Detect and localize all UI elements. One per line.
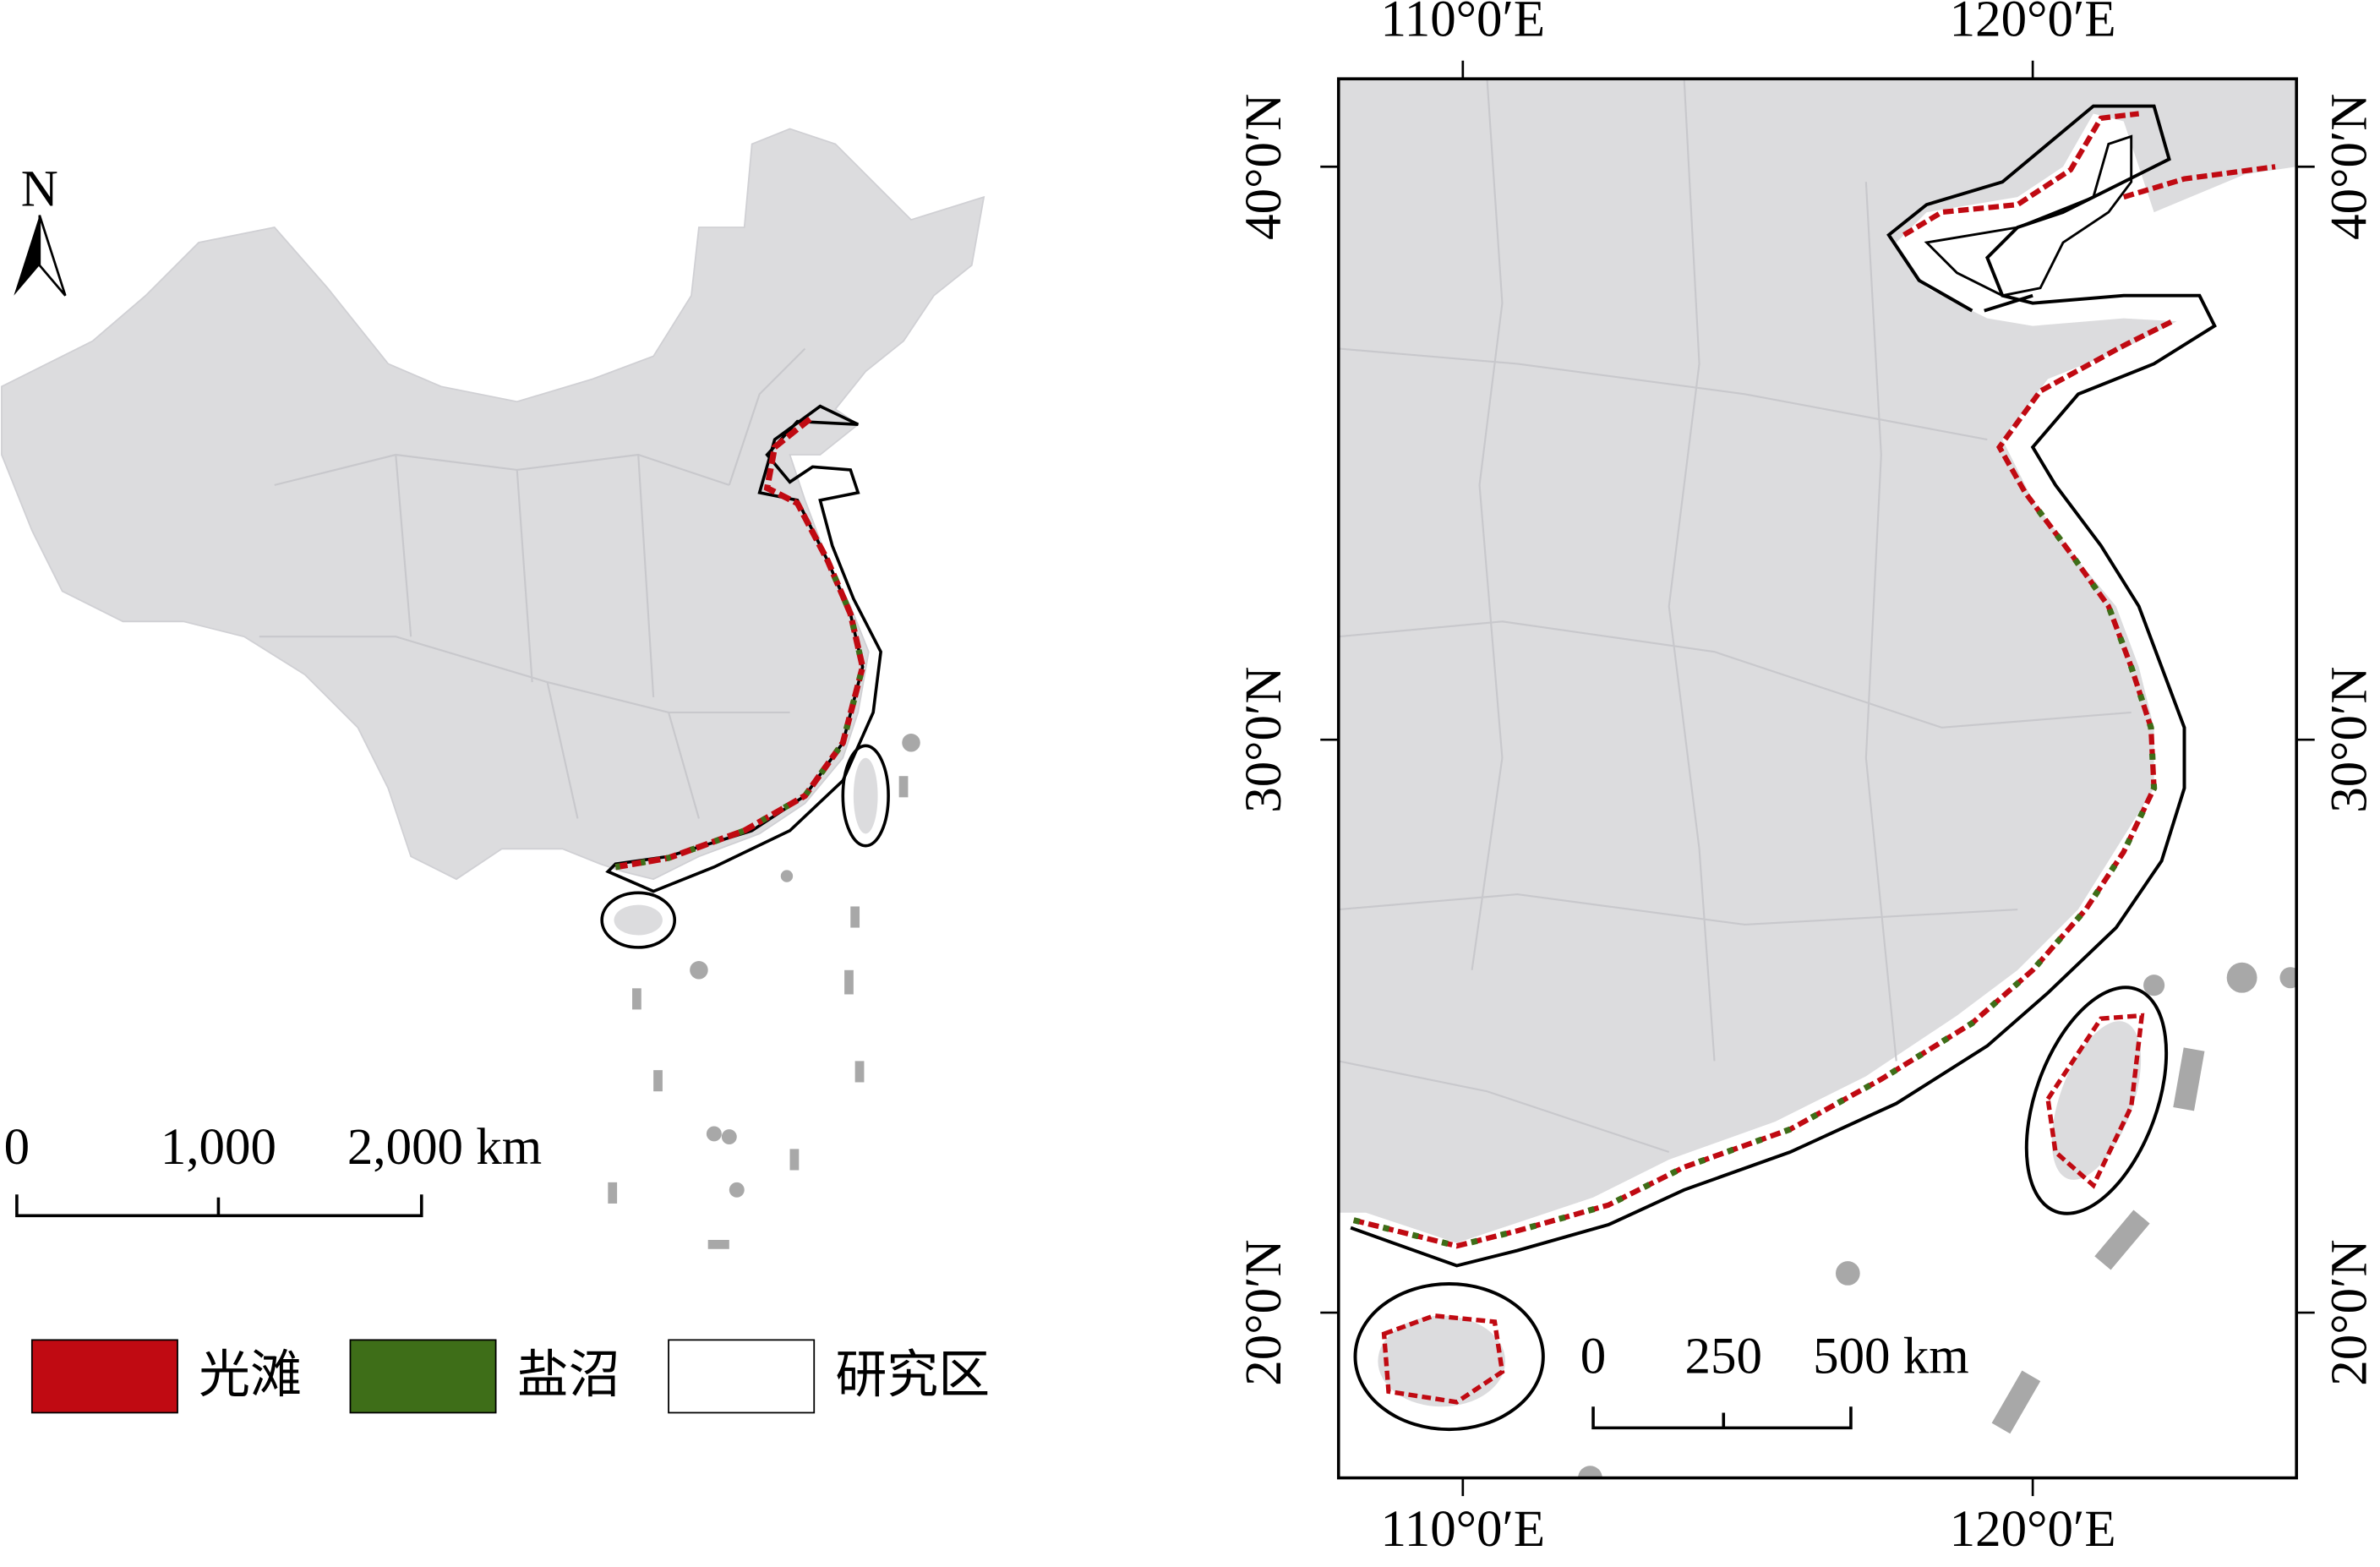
- study-area-hainan: [1353, 1282, 1545, 1432]
- graticule-labels: 110°0′E 110°0′E 120°0′E 120°0′E 40°0′N 40°0′N…: [1236, 0, 2377, 1558]
- land: [1338, 79, 2297, 1243]
- lon-label: 120°0′E: [1950, 1501, 2116, 1558]
- lat-label: 30°0′N: [2321, 667, 2377, 813]
- islands: [1578, 962, 2297, 1478]
- lat-label: 20°0′N: [2321, 1239, 2377, 1385]
- scale-label: 0: [1580, 1328, 1606, 1384]
- study-area: [1350, 104, 2217, 1268]
- legend-label: 研究区: [835, 1345, 990, 1405]
- legend-swatch: [30, 1339, 178, 1414]
- scale-label: 0: [4, 1119, 30, 1176]
- lon-label: 120°0′E: [1950, 0, 2116, 48]
- legend-swatch: [349, 1339, 497, 1414]
- right-map: 110°0′E 110°0′E 120°0′E 120°0′E 40°0′N 40°0′N…: [1236, 0, 2377, 1558]
- province-borders: [1338, 79, 2132, 1154]
- tidal-flat: [614, 414, 866, 871]
- map-frame: [1336, 77, 2298, 1480]
- legend-swatch: [668, 1339, 816, 1414]
- lat-label: 40°0′N: [2321, 94, 2377, 240]
- scale-label: 2,000 km: [347, 1119, 542, 1176]
- legend-label: 盐沼: [517, 1345, 620, 1405]
- north-arrow: N: [14, 161, 67, 297]
- study-area-taiwan: [2024, 986, 2169, 1215]
- lat-label: 40°0′N: [1236, 94, 1292, 240]
- tidal-flat: [1352, 111, 2276, 1249]
- lon-label: 110°0′E: [1380, 1501, 1545, 1558]
- hainan: [1378, 1315, 1506, 1407]
- lat-label: 20°0′N: [1236, 1239, 1292, 1385]
- scale-bar: 0 250 500 km: [1580, 1328, 1969, 1430]
- province-borders: [259, 347, 806, 819]
- hainan: [614, 904, 663, 936]
- tidal-flat: [1381, 1013, 2145, 1405]
- scale-label: 250: [1685, 1328, 1762, 1384]
- islands: [608, 734, 920, 1249]
- scale-label: 1,000: [161, 1119, 276, 1176]
- lat-label: 30°0′N: [1236, 667, 1292, 813]
- lon-label: 110°0′E: [1380, 0, 1545, 48]
- china-land: [1, 128, 985, 881]
- legend-label: 光滩: [199, 1345, 302, 1405]
- study-area-inner: [1924, 134, 2133, 298]
- scale-bar: 0 1,000 2,000 km: [4, 1119, 542, 1218]
- scale-label: 500 km: [1813, 1328, 1969, 1384]
- left-map: N 0 1,000 2,000 km 光滩 盐沼 研究区: [1, 128, 990, 1414]
- legend: 光滩 盐沼 研究区: [30, 1339, 990, 1414]
- taiwan: [853, 757, 878, 834]
- taiwan: [2051, 1021, 2142, 1180]
- study-area-taiwan: [841, 744, 890, 848]
- north-label: N: [21, 161, 58, 218]
- study-area-hainan: [600, 891, 677, 949]
